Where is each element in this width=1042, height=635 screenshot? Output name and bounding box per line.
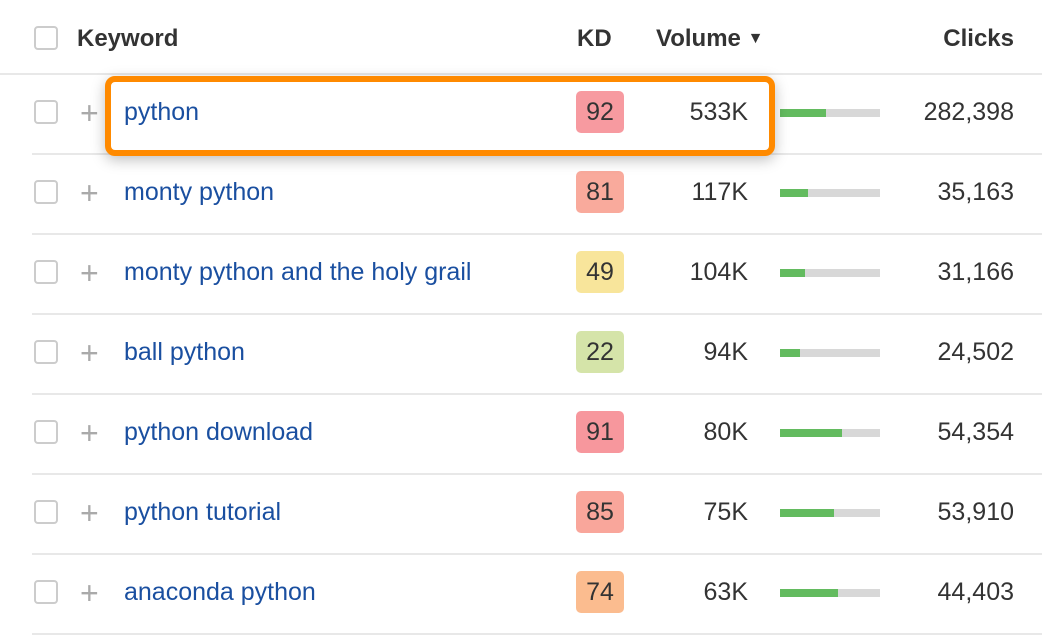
row-checkbox[interactable]: [34, 340, 58, 364]
clicks-bar: [780, 269, 880, 277]
volume-value: 533K: [689, 98, 748, 126]
clicks-value: 31,166: [937, 258, 1014, 286]
plus-icon[interactable]: +: [80, 175, 99, 211]
row-checkbox[interactable]: [34, 500, 58, 524]
keyword-link[interactable]: ball python: [124, 338, 245, 366]
row-checkbox[interactable]: [34, 420, 58, 444]
row-checkbox[interactable]: [34, 180, 58, 204]
clicks-value: 35,163: [937, 178, 1014, 206]
keyword-link[interactable]: anaconda python: [124, 578, 316, 606]
volume-value: 104K: [689, 258, 748, 286]
column-volume-label: Volume: [656, 25, 741, 52]
row-checkbox[interactable]: [34, 580, 58, 604]
kd-badge: 91: [576, 411, 624, 453]
kd-badge: 49: [576, 251, 624, 293]
table-row: + python download 91 80K 54,354: [32, 393, 1042, 475]
column-keyword[interactable]: Keyword: [77, 25, 179, 52]
kd-badge: 81: [576, 171, 624, 213]
keyword-link[interactable]: python download: [124, 418, 314, 446]
caret-down-icon: ▼: [747, 30, 764, 47]
clicks-bar-fill: [780, 189, 808, 197]
clicks-bar: [780, 349, 880, 357]
clicks-value: 24,502: [937, 338, 1014, 366]
plus-icon[interactable]: +: [80, 415, 99, 451]
kd-badge: 92: [576, 91, 624, 133]
kd-badge: 74: [576, 571, 624, 613]
table-row: + monty python 81 117K 35,163: [32, 153, 1042, 235]
keyword-link[interactable]: python: [124, 98, 200, 126]
kd-badge: 85: [576, 491, 624, 533]
table-row: + monty python and the holy grail 49 104…: [32, 233, 1042, 315]
keyword-link[interactable]: monty python: [124, 178, 275, 206]
table-row: + python tutorial 85 75K 53,910: [32, 473, 1042, 555]
plus-icon[interactable]: +: [80, 575, 99, 611]
volume-value: 94K: [703, 338, 748, 366]
clicks-bar-fill: [780, 269, 805, 277]
clicks-bar: [780, 109, 880, 117]
plus-icon[interactable]: +: [80, 95, 99, 131]
clicks-bar-fill: [780, 509, 834, 517]
clicks-bar-fill: [780, 589, 838, 597]
column-kd[interactable]: KD: [577, 25, 612, 52]
clicks-value: 282,398: [923, 98, 1014, 126]
clicks-bar: [780, 429, 880, 437]
row-checkbox[interactable]: [34, 100, 58, 124]
kd-badge: 22: [576, 331, 624, 373]
keyword-link[interactable]: monty python and the holy grail: [124, 258, 472, 286]
select-all-checkbox[interactable]: [34, 26, 58, 50]
column-clicks[interactable]: Clicks: [943, 25, 1014, 52]
table-row: + ball python 22 94K 24,502: [32, 313, 1042, 395]
clicks-value: 53,910: [937, 498, 1014, 526]
row-checkbox[interactable]: [34, 260, 58, 284]
clicks-value: 54,354: [937, 418, 1014, 446]
plus-icon[interactable]: +: [80, 255, 99, 291]
clicks-bar: [780, 189, 880, 197]
keyword-link[interactable]: python tutorial: [124, 498, 282, 526]
volume-value: 80K: [703, 418, 748, 446]
clicks-bar: [780, 509, 880, 517]
volume-value: 75K: [703, 498, 748, 526]
clicks-bar-fill: [780, 109, 826, 117]
clicks-value: 44,403: [937, 578, 1014, 606]
volume-value: 63K: [703, 578, 748, 606]
table-header: Keyword KD Volume ▼ Clicks: [0, 0, 1042, 75]
table-row: + python 92 533K 282,398: [32, 73, 1042, 155]
plus-icon[interactable]: +: [80, 335, 99, 371]
clicks-bar-fill: [780, 429, 842, 437]
table-row: + anaconda python 74 63K 44,403: [32, 553, 1042, 635]
volume-value: 117K: [691, 178, 748, 206]
column-volume[interactable]: Volume ▼: [656, 25, 763, 53]
plus-icon[interactable]: +: [80, 495, 99, 531]
clicks-bar-fill: [780, 349, 800, 357]
clicks-bar: [780, 589, 880, 597]
